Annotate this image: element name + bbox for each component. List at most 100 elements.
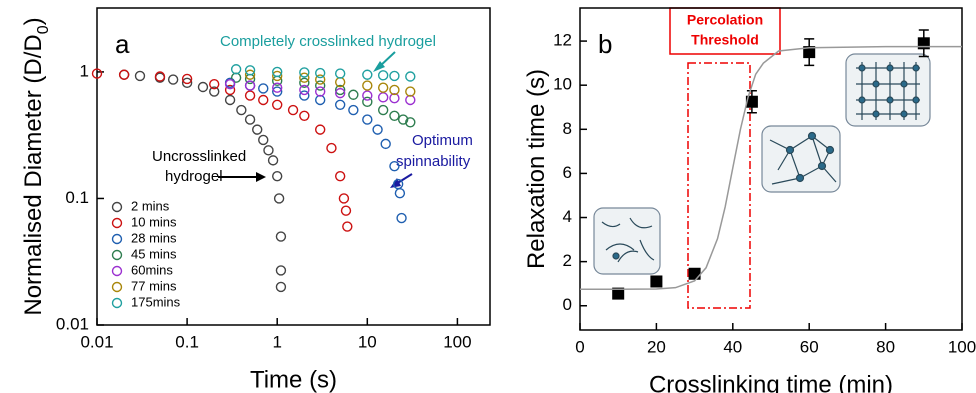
annotation-box <box>669 7 781 55</box>
point <box>275 231 287 242</box>
point <box>273 193 285 204</box>
annotation: spinnability <box>396 153 471 170</box>
point <box>244 114 256 125</box>
point <box>334 99 346 110</box>
annotation: Completely crosslinked hydrogel <box>220 33 436 50</box>
legend-marker <box>111 249 123 261</box>
point <box>650 275 663 288</box>
point <box>314 80 326 91</box>
annotation: Optimum <box>412 132 473 149</box>
point <box>745 95 758 108</box>
point <box>244 90 256 101</box>
panel-label: a <box>115 29 130 59</box>
point <box>197 81 209 93</box>
y-axis-label-part: Normalised Diameter (D/D <box>20 34 47 315</box>
y-axis-label-part: Relaxation time (s) <box>523 69 550 269</box>
point <box>263 145 274 156</box>
point <box>394 188 406 199</box>
x-tick-label: 0 <box>575 337 584 356</box>
point <box>405 71 416 82</box>
point <box>389 160 400 172</box>
point <box>272 86 283 97</box>
y-axis-label: Relaxation time (s) <box>523 69 550 269</box>
legend-label: 28 mins <box>131 230 177 245</box>
legend-label: 77 mins <box>131 278 177 293</box>
point <box>258 83 269 94</box>
y-tick-label: 8 <box>563 119 572 138</box>
point <box>389 92 400 104</box>
y-tick-label: 0.1 <box>65 188 89 207</box>
point <box>389 84 400 96</box>
point <box>134 70 146 82</box>
point <box>181 77 193 89</box>
point <box>167 74 179 85</box>
point <box>299 110 310 122</box>
point <box>348 104 359 116</box>
y-axis-label-part: ) <box>20 17 47 25</box>
point <box>362 90 373 101</box>
point <box>372 124 383 135</box>
point <box>244 80 256 91</box>
point <box>314 67 326 79</box>
legend-marker <box>111 233 123 245</box>
x-tick-label: 60 <box>800 337 819 356</box>
y-tick-label: 2 <box>563 251 572 270</box>
legend-marker <box>111 217 123 229</box>
point <box>362 114 373 125</box>
point <box>272 99 283 110</box>
legend-marker <box>111 201 123 213</box>
point <box>334 170 346 182</box>
point <box>252 124 263 135</box>
point <box>91 68 103 79</box>
point <box>405 117 416 128</box>
point <box>342 221 353 232</box>
point <box>272 66 283 78</box>
arrow-head <box>373 61 385 72</box>
point <box>154 71 166 82</box>
y-axis-label-part: 0 <box>35 25 52 34</box>
point <box>299 67 310 78</box>
point <box>299 90 310 101</box>
point <box>287 104 299 116</box>
y-tick-label: 6 <box>563 163 572 182</box>
point <box>405 86 416 97</box>
legend-marker <box>111 281 123 293</box>
point <box>299 77 310 89</box>
point <box>244 65 256 76</box>
x-tick-label: 20 <box>647 337 666 356</box>
point <box>362 80 373 91</box>
point <box>396 212 407 224</box>
legend-label: 2 mins <box>131 198 170 213</box>
annotation: Percolation <box>687 12 763 28</box>
point <box>688 267 701 280</box>
point <box>275 265 287 276</box>
y-tick-label: 12 <box>553 31 572 50</box>
point <box>334 84 346 96</box>
point <box>917 37 930 50</box>
point <box>209 86 220 97</box>
point <box>377 92 389 103</box>
x-tick-label: 100 <box>443 332 471 351</box>
plot-frame <box>96 7 491 326</box>
y-axis-label: Normalised Diameter (D/D0) <box>20 17 51 315</box>
panel-label: b <box>598 29 612 59</box>
threshold-region <box>687 62 751 309</box>
point <box>275 281 287 293</box>
point <box>314 124 326 135</box>
point <box>314 86 326 97</box>
point <box>299 84 310 96</box>
point <box>803 46 816 59</box>
legend-marker <box>111 297 123 309</box>
point <box>230 64 242 75</box>
point <box>362 69 373 80</box>
y-tick-label: 4 <box>563 207 572 226</box>
arrow-head <box>256 172 266 182</box>
point <box>314 74 326 85</box>
point <box>405 94 416 106</box>
point <box>326 142 337 154</box>
x-tick-label: 100 <box>948 337 976 356</box>
y-tick-label: 10 <box>553 75 572 94</box>
point <box>338 193 350 204</box>
